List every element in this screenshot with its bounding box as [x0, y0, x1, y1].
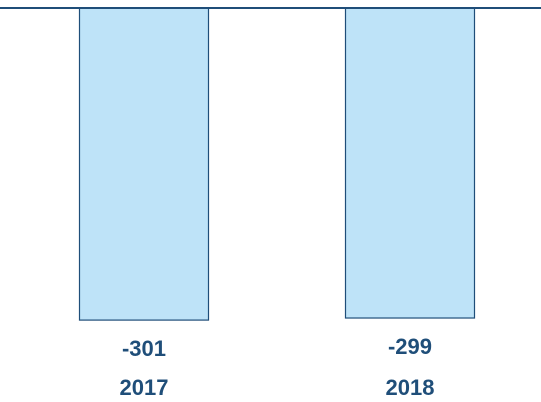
bar — [344, 7, 476, 319]
x-tick-label: 2017 — [120, 375, 169, 400]
x-tick-label: 2018 — [386, 375, 435, 400]
value-label: -299 — [388, 334, 432, 359]
value-label: -301 — [122, 336, 166, 361]
bar — [78, 7, 210, 321]
